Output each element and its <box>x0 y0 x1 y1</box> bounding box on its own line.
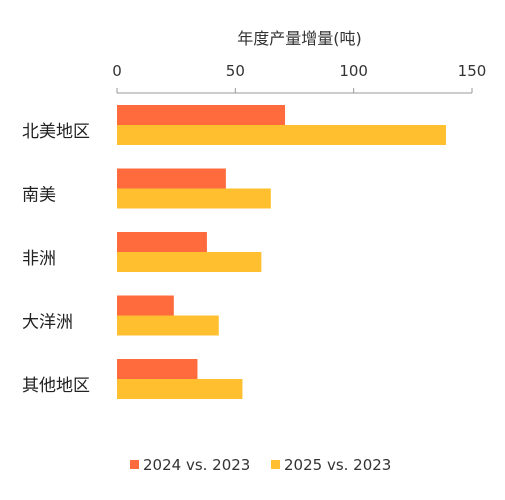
bar-series-1 <box>117 359 198 379</box>
legend-label: 2025 vs. 2023 <box>284 456 391 474</box>
bar-series-1 <box>117 168 226 189</box>
x-axis-title: 年度产量增量(吨) <box>237 29 362 48</box>
bar-series-2 <box>117 125 446 145</box>
bar-series-2 <box>117 252 262 272</box>
x-tick-label: 150 <box>458 62 487 80</box>
category-label: 其他地区 <box>22 376 90 396</box>
x-tick-label: 50 <box>226 62 245 80</box>
category-label: 非洲 <box>22 249 56 269</box>
category-label: 北美地区 <box>22 122 90 142</box>
bar-series-2 <box>117 379 243 399</box>
bar-series-1 <box>117 232 207 252</box>
x-tick-label: 100 <box>339 62 368 80</box>
legend-label: 2024 vs. 2023 <box>143 456 250 474</box>
legend-swatch <box>271 460 280 469</box>
bar-series-1 <box>117 295 174 316</box>
bar-series-2 <box>117 188 271 209</box>
bar-series-2 <box>117 315 219 336</box>
legend-swatch <box>130 460 139 469</box>
category-label: 大洋洲 <box>22 313 73 333</box>
bar-series-1 <box>117 105 286 125</box>
category-label: 南美 <box>22 186 56 206</box>
x-tick-label: 0 <box>112 62 122 80</box>
